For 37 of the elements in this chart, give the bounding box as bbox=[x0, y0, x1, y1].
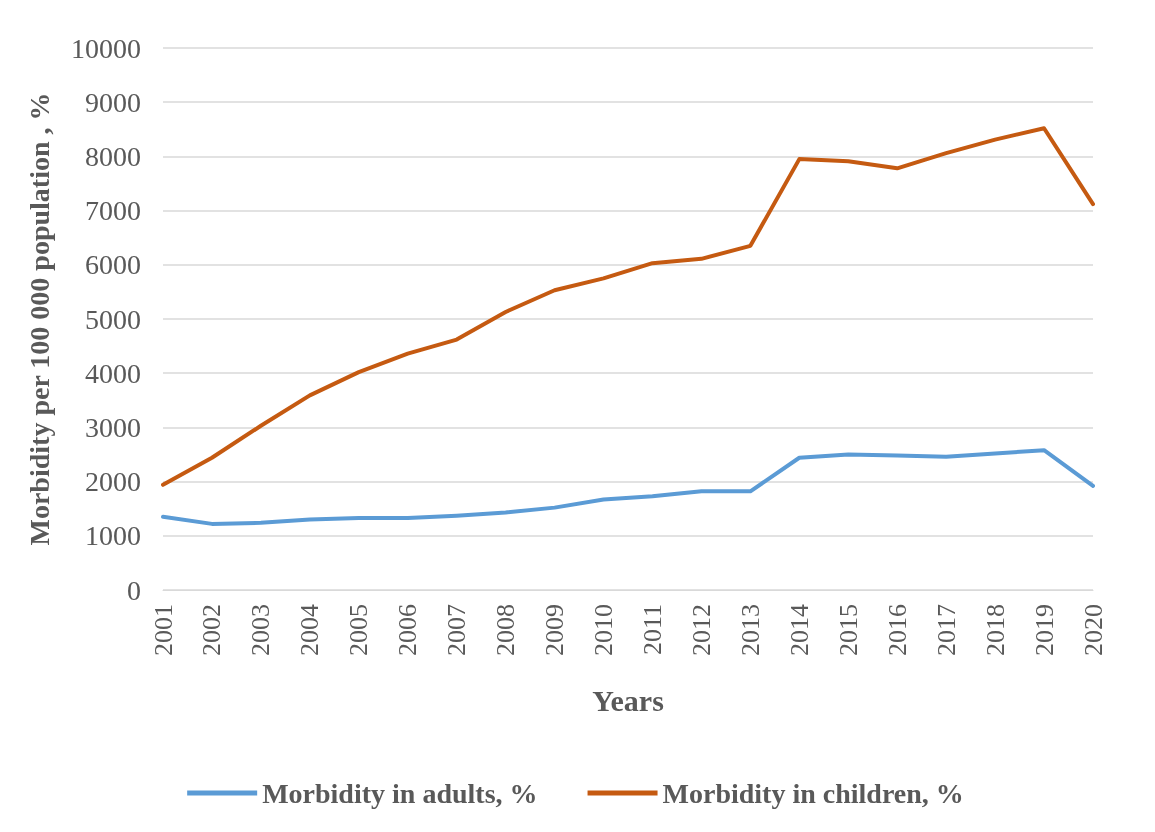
y-tick-label: 3000 bbox=[85, 411, 141, 443]
x-tick-label: 2014 bbox=[784, 604, 814, 656]
x-tick-label: 2020 bbox=[1078, 604, 1108, 656]
y-tick-label: 9000 bbox=[85, 86, 141, 118]
line-series bbox=[161, 126, 1095, 487]
legend-label: Morbidity in adults, % bbox=[262, 777, 538, 809]
x-axis-title: Years bbox=[592, 683, 664, 717]
x-tick-label: 2011 bbox=[637, 604, 667, 656]
x-tick-label: 2001 bbox=[148, 604, 178, 656]
x-tick-label: 2019 bbox=[1029, 604, 1059, 656]
x-tick-label: 2017 bbox=[931, 604, 961, 656]
y-tick-label: 5000 bbox=[85, 303, 141, 335]
x-tick-label: 2006 bbox=[393, 604, 423, 656]
y-tick-label: 7000 bbox=[85, 195, 141, 227]
y-tick-label: 8000 bbox=[85, 140, 141, 172]
y-tick-label: 6000 bbox=[85, 249, 141, 281]
line-series bbox=[161, 448, 1095, 526]
x-tick-label: 2009 bbox=[540, 604, 570, 656]
x-tick-label: 2005 bbox=[344, 604, 374, 656]
x-tick-label: 2018 bbox=[980, 604, 1010, 656]
legend-label: Morbidity in children, % bbox=[662, 777, 964, 809]
x-tick-label: 2002 bbox=[197, 604, 227, 656]
x-tick-label: 2003 bbox=[246, 604, 276, 656]
x-tick-label: 2008 bbox=[491, 604, 521, 656]
y-tick-label: 2000 bbox=[85, 466, 141, 498]
y-axis-title: Morbidity per 100 000 population , % bbox=[23, 92, 55, 546]
x-tick-label: 2015 bbox=[833, 604, 863, 656]
y-tick-label: 4000 bbox=[85, 357, 141, 389]
x-tick-label: 2004 bbox=[295, 604, 325, 656]
y-tick-label: 10000 bbox=[71, 32, 141, 64]
x-tick-label: 2016 bbox=[882, 604, 912, 656]
y-tick-label: 1000 bbox=[85, 520, 141, 552]
x-tick-label: 2012 bbox=[686, 604, 716, 656]
x-tick-label: 2007 bbox=[442, 604, 472, 656]
y-tick-label: 0 bbox=[127, 574, 141, 606]
x-tick-label: 2013 bbox=[735, 604, 765, 656]
x-tick-label: 2010 bbox=[589, 604, 619, 656]
